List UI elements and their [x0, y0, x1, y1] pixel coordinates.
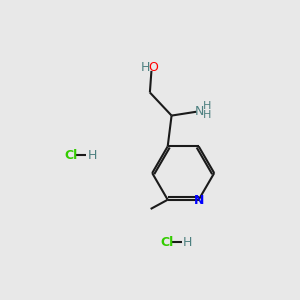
Text: H: H: [203, 101, 212, 111]
Text: Cl: Cl: [160, 236, 173, 249]
Text: N: N: [195, 105, 204, 118]
Text: H: H: [140, 61, 150, 74]
Text: O: O: [148, 61, 158, 74]
Text: H: H: [203, 110, 212, 120]
Text: N: N: [194, 194, 205, 207]
Text: H: H: [88, 149, 97, 162]
Text: H: H: [183, 236, 193, 249]
Text: Cl: Cl: [64, 149, 78, 162]
